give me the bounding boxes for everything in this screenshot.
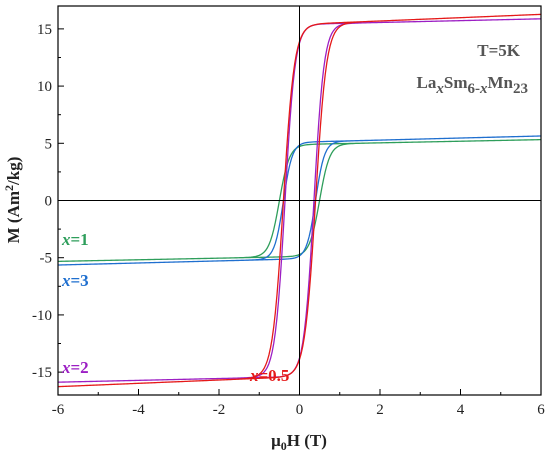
y-tick-label: -5 — [40, 251, 53, 267]
y-tick-label: 5 — [45, 136, 53, 152]
legend-label-x0-5: x=0.5 — [249, 366, 289, 385]
y-tick-label: -10 — [32, 308, 52, 324]
y-tick-label: 0 — [45, 194, 53, 210]
x-tick-label: 2 — [376, 402, 384, 418]
y-tick-label: 10 — [37, 79, 52, 95]
legend-label-x2: x=2 — [61, 358, 89, 377]
formula-label: LaxSm6-xMn23 — [417, 73, 528, 97]
x-tick-label: -6 — [52, 402, 65, 418]
x-tick-label: -4 — [132, 402, 145, 418]
x-tick-label: -2 — [213, 402, 226, 418]
ticks-layer: -6 -4 -2 0 2 4 6 -15 -10 -5 0 5 10 15 — [32, 22, 545, 418]
y-axis-title: M (Am2/kg) — [2, 157, 23, 244]
temperature-label: T=5K — [477, 41, 521, 60]
x-tick-label: 0 — [296, 402, 304, 418]
y-tick-label: -15 — [32, 365, 52, 381]
y-tick-label: 15 — [37, 22, 52, 38]
legend-label-x1: x=1 — [61, 230, 89, 249]
x-tick-label: 4 — [457, 402, 465, 418]
x-tick-label: 6 — [537, 402, 545, 418]
x-axis-title: μ0H (T) — [271, 431, 327, 453]
legend-label-x3: x=3 — [61, 271, 89, 290]
